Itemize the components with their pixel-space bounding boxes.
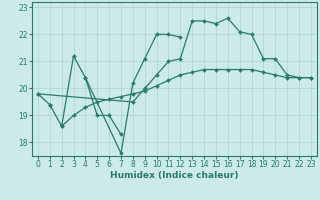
X-axis label: Humidex (Indice chaleur): Humidex (Indice chaleur): [110, 171, 239, 180]
